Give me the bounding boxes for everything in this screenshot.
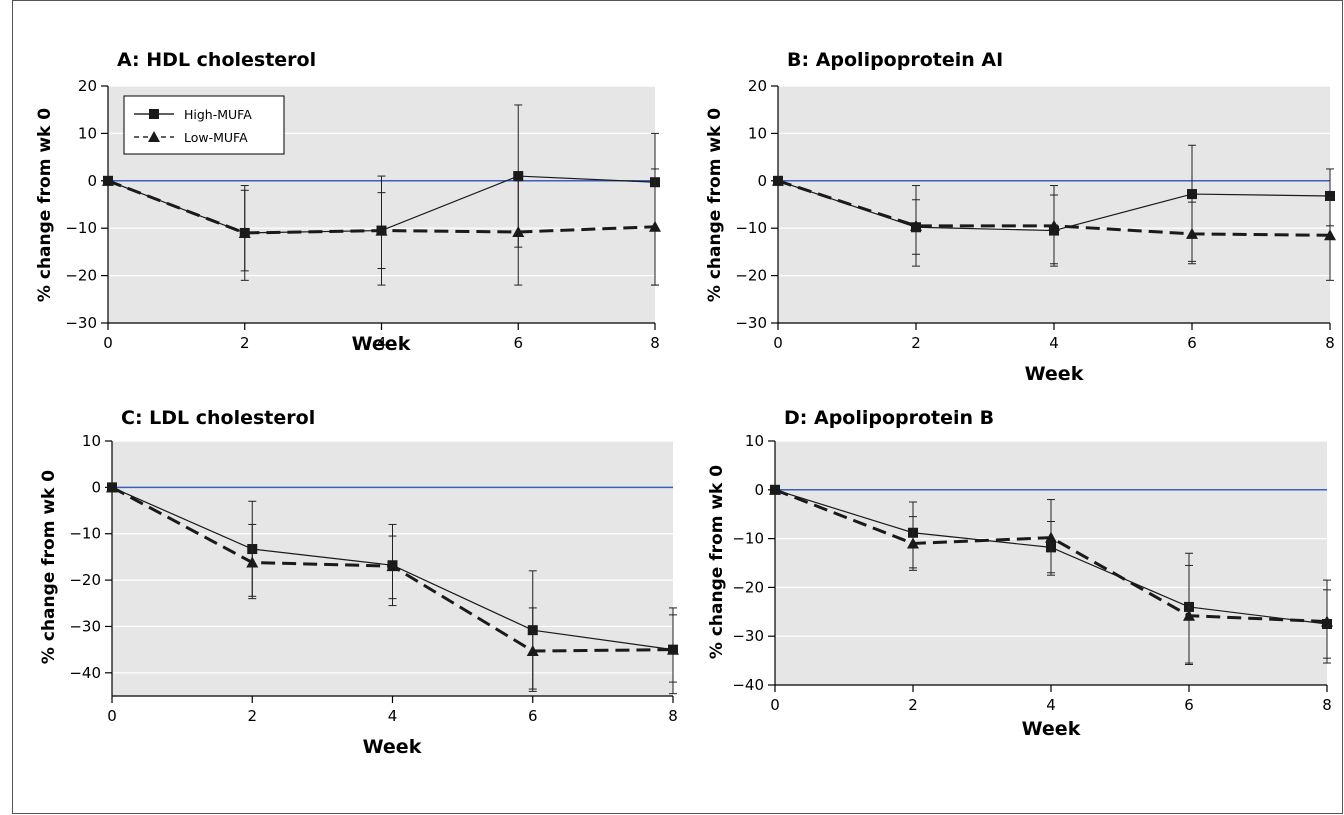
x-axis-label: Week bbox=[363, 736, 422, 758]
y-tick-label: −10 bbox=[69, 525, 101, 543]
data-point-high-mufa bbox=[1187, 189, 1197, 200]
chart-panel-2: 10 0 −10 −20 −30 −40 0 2 4 6 8 C: LDL cholesterol We… bbox=[39, 407, 679, 758]
x-tick-label: 2 bbox=[247, 707, 257, 725]
x-tick-label: 0 bbox=[770, 696, 780, 714]
y-tick-label: −30 bbox=[65, 314, 97, 332]
legend: High-MUFA Low-MUFA bbox=[123, 95, 285, 155]
legend-label: High-MUFA bbox=[184, 107, 252, 122]
chart-panel-3: 10 0 −10 −20 −30 −40 0 2 4 6 8 D: Apolipoprotein B W… bbox=[707, 407, 1333, 740]
data-point-low-mufa bbox=[667, 643, 679, 655]
legend-marker-low-mufa bbox=[148, 131, 160, 142]
data-point-low-mufa bbox=[769, 483, 781, 495]
y-tick-label: −10 bbox=[732, 530, 764, 548]
chart-panel-1: 20 10 0 −10 −20 −30 0 2 4 6 8 B: Apolipoprotein AI W… bbox=[705, 49, 1336, 385]
data-point-low-mufa bbox=[106, 481, 118, 493]
y-tick-label: −30 bbox=[735, 314, 767, 332]
data-point-low-mufa bbox=[375, 224, 388, 236]
data-point-low-mufa bbox=[386, 560, 399, 572]
chart-panel-0: 20 10 0 −10 −20 −30 0 2 4 6 8 A: HDL cholesterol Wee… bbox=[35, 49, 661, 355]
data-point-high-mufa bbox=[513, 171, 524, 182]
legend-marker-high-mufa bbox=[149, 109, 159, 119]
x-tick-label: 2 bbox=[240, 334, 250, 352]
y-tick-label: 10 bbox=[745, 432, 764, 450]
y-tick-label: −20 bbox=[735, 267, 767, 285]
x-tick-label: 6 bbox=[513, 334, 523, 352]
y-tick-label: 10 bbox=[748, 124, 767, 142]
x-tick-label: 4 bbox=[377, 334, 387, 352]
data-point-low-mufa bbox=[238, 226, 251, 238]
x-tick-label: 4 bbox=[388, 707, 398, 725]
y-tick-label: 0 bbox=[757, 172, 767, 190]
y-tick-label: −30 bbox=[69, 617, 101, 635]
x-axis-label: Week bbox=[1022, 718, 1081, 740]
x-tick-label: 4 bbox=[1049, 334, 1059, 352]
x-tick-label: 8 bbox=[1325, 334, 1335, 352]
y-tick-label: 10 bbox=[78, 124, 97, 142]
x-tick-label: 4 bbox=[1046, 696, 1056, 714]
legend-label: Low-MUFA bbox=[184, 130, 248, 145]
data-point-low-mufa bbox=[1324, 229, 1336, 241]
chart-title: C: LDL cholesterol bbox=[121, 407, 315, 429]
x-tick-label: 8 bbox=[668, 707, 678, 725]
data-point-low-mufa bbox=[1048, 219, 1060, 231]
legend-box bbox=[123, 95, 285, 155]
y-axis-label: % change from wk 0 bbox=[35, 108, 55, 302]
data-point-low-mufa bbox=[102, 174, 114, 186]
data-point-low-mufa bbox=[1321, 615, 1333, 627]
y-tick-label: −20 bbox=[732, 578, 764, 596]
x-tick-label: 2 bbox=[911, 334, 921, 352]
chart-title: A: HDL cholesterol bbox=[117, 49, 316, 71]
data-point-low-mufa bbox=[246, 556, 259, 568]
x-tick-label: 0 bbox=[107, 707, 117, 725]
y-tick-label: −40 bbox=[69, 664, 101, 682]
x-tick-label: 0 bbox=[103, 334, 113, 352]
data-point-low-mufa bbox=[526, 645, 539, 657]
y-tick-label: 0 bbox=[87, 172, 97, 190]
y-axis-label: % change from wk 0 bbox=[39, 470, 59, 664]
x-tick-label: 8 bbox=[650, 334, 660, 352]
y-tick-label: 10 bbox=[82, 432, 101, 450]
x-tick-label: 8 bbox=[1322, 696, 1332, 714]
y-tick-label: −20 bbox=[65, 267, 97, 285]
x-axis-label: Week bbox=[352, 333, 411, 355]
data-point-low-mufa bbox=[910, 219, 922, 231]
data-point-low-mufa bbox=[772, 174, 784, 186]
y-axis-label: % change from wk 0 bbox=[705, 108, 725, 302]
y-tick-label: −40 bbox=[732, 676, 764, 694]
data-point-low-mufa bbox=[1186, 227, 1198, 239]
y-tick-label: −20 bbox=[69, 571, 101, 589]
y-tick-label: 0 bbox=[91, 478, 101, 496]
data-point-low-mufa bbox=[649, 220, 661, 232]
y-tick-label: 20 bbox=[78, 77, 97, 95]
x-tick-label: 6 bbox=[1184, 696, 1194, 714]
x-tick-label: 2 bbox=[908, 696, 918, 714]
y-axis-label: % change from wk 0 bbox=[707, 465, 727, 659]
y-tick-label: −30 bbox=[732, 627, 764, 645]
data-point-low-mufa bbox=[1045, 531, 1057, 543]
y-tick-label: −10 bbox=[65, 219, 97, 237]
chart-title: D: Apolipoprotein B bbox=[784, 407, 994, 429]
y-tick-label: −10 bbox=[735, 219, 767, 237]
x-tick-label: 0 bbox=[773, 334, 783, 352]
x-tick-label: 6 bbox=[528, 707, 538, 725]
data-point-low-mufa bbox=[512, 225, 525, 237]
data-point-high-mufa bbox=[1325, 190, 1335, 201]
data-point-low-mufa bbox=[1183, 609, 1195, 621]
y-tick-label: 20 bbox=[748, 77, 767, 95]
data-point-low-mufa bbox=[907, 537, 919, 549]
x-tick-label: 6 bbox=[1187, 334, 1197, 352]
x-axis-label: Week bbox=[1025, 363, 1084, 385]
y-tick-label: 0 bbox=[754, 481, 764, 499]
chart-title: B: Apolipoprotein AI bbox=[787, 49, 1003, 71]
